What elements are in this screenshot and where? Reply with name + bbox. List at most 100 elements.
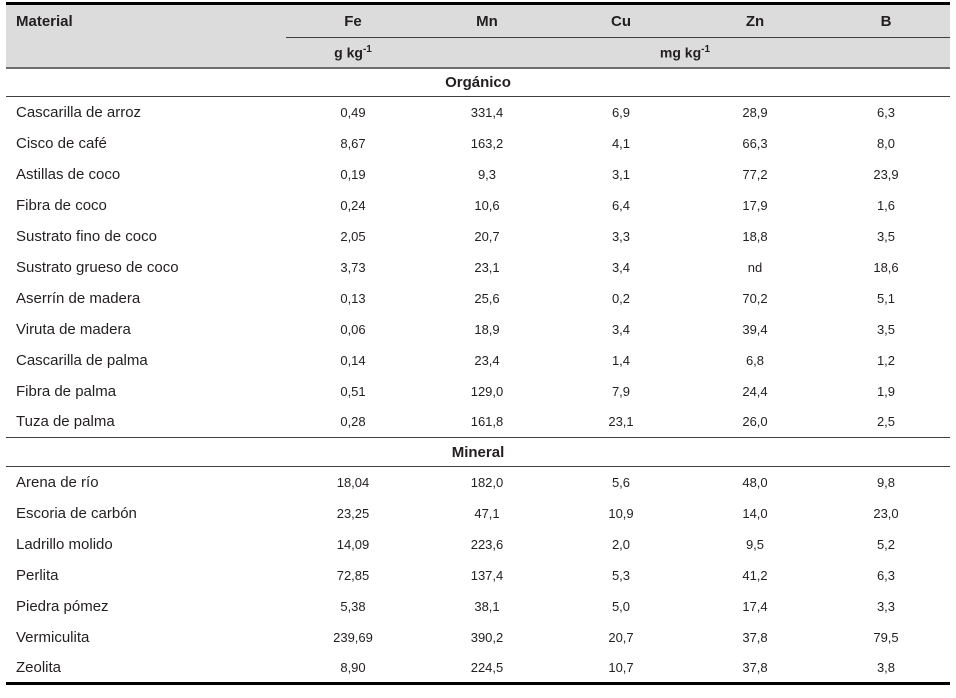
b-value-cell: 5,1 <box>876 290 896 306</box>
material-name-cell: Fibra de palma <box>16 382 117 400</box>
table-body: Orgánico Cascarilla de arroz 0,49 331,4 … <box>6 67 950 684</box>
b-value-cell: 3,8 <box>876 659 896 675</box>
cu-value-cell: 10,9 <box>608 505 634 521</box>
b-value-cell: 1,9 <box>876 383 896 399</box>
fe-value-cell: 0,51 <box>340 383 366 399</box>
mn-value-cell: 23,1 <box>474 259 500 275</box>
fe-value-cell: 0,49 <box>340 104 366 120</box>
mn-value-cell: 137,4 <box>470 567 504 583</box>
zn-value-cell: 17,9 <box>742 197 768 213</box>
cu-value-cell: 20,7 <box>608 629 634 645</box>
b-value-cell: 9,8 <box>876 474 896 490</box>
zn-value-cell: 77,2 <box>742 166 768 182</box>
table-row: Cisco de café 8,67 163,2 4,1 66,3 8,0 <box>6 128 950 159</box>
zn-value-cell: 48,0 <box>742 474 768 490</box>
material-name-cell: Escoria de carbón <box>16 504 137 522</box>
fe-value-cell: 0,28 <box>340 414 366 430</box>
mn-value-cell: 20,7 <box>474 228 500 244</box>
unit-exponent: -1 <box>362 43 372 55</box>
mn-value-cell: 25,6 <box>474 290 500 306</box>
mn-value-cell: 129,0 <box>470 383 504 399</box>
table-row: Sustrato fino de coco 2,05 20,7 3,3 18,8… <box>6 221 950 252</box>
table-row: Perlita 72,85 137,4 5,3 41,2 6,3 <box>6 560 950 591</box>
material-name-cell: Fibra de coco <box>16 196 107 214</box>
mn-value-cell: 47,1 <box>474 505 500 521</box>
mn-value-cell: 163,2 <box>470 135 504 151</box>
fe-value-cell: 0,13 <box>340 290 366 306</box>
b-value-cell: 1,6 <box>876 197 896 213</box>
table-row: Cascarilla de palma 0,14 23,4 1,4 6,8 1,… <box>6 345 950 376</box>
table-row: Astillas de coco 0,19 9,3 3,1 77,2 23,9 <box>6 159 950 190</box>
material-name-cell: Sustrato grueso de coco <box>16 258 179 276</box>
mn-value-cell: 223,6 <box>470 536 504 552</box>
cu-value-cell: 3,3 <box>611 228 631 244</box>
zn-value-cell: 26,0 <box>742 414 768 430</box>
table-row: Viruta de madera 0,06 18,9 3,4 39,4 3,5 <box>6 314 950 345</box>
material-name-cell: Tuza de palma <box>16 413 115 431</box>
cu-value-cell: 5,6 <box>611 474 631 490</box>
material-name-cell: Arena de río <box>16 473 99 491</box>
unit-label-g-kg: g kg-1 <box>286 37 420 68</box>
cu-value-cell: 1,4 <box>611 352 631 368</box>
column-header-zn: Zn <box>688 3 822 38</box>
mn-value-cell: 10,6 <box>474 197 500 213</box>
cu-value-cell: 3,4 <box>611 321 631 337</box>
column-header-cu: Cu <box>554 3 688 38</box>
column-header-mn: Mn <box>420 3 554 38</box>
b-value-cell: 5,2 <box>876 536 896 552</box>
table-row: Sustrato grueso de coco 3,73 23,1 3,4 nd… <box>6 252 950 283</box>
b-value-cell: 79,5 <box>873 629 899 645</box>
cu-value-cell: 7,9 <box>611 383 631 399</box>
table-row: Piedra pómez 5,38 38,1 5,0 17,4 3,3 <box>6 591 950 622</box>
fe-value-cell: 0,24 <box>340 197 366 213</box>
mn-value-cell: 18,9 <box>474 321 500 337</box>
fe-value-cell: 23,25 <box>336 505 370 521</box>
micronutrient-content-table: Material Fe Mn Cu Zn B g kg-1 mg kg-1 Or… <box>6 2 950 685</box>
zn-value-cell: 28,9 <box>742 104 768 120</box>
mn-value-cell: 161,8 <box>470 414 504 430</box>
material-name-cell: Perlita <box>16 566 59 584</box>
cu-value-cell: 2,0 <box>611 536 631 552</box>
unit-label-mg-kg: mg kg-1 <box>420 37 950 68</box>
cu-value-cell: 3,1 <box>611 166 631 182</box>
fe-value-cell: 14,09 <box>336 536 370 552</box>
zn-value-cell: 66,3 <box>742 135 768 151</box>
cu-value-cell: 0,2 <box>611 290 631 306</box>
mn-value-cell: 38,1 <box>474 598 500 614</box>
material-name-cell: Vermiculita <box>16 628 90 646</box>
table-row: Fibra de palma 0,51 129,0 7,9 24,4 1,9 <box>6 376 950 407</box>
zn-value-cell: 37,8 <box>742 659 768 675</box>
mn-value-cell: 390,2 <box>470 629 504 645</box>
b-value-cell: 3,5 <box>876 228 896 244</box>
table-header: Material Fe Mn Cu Zn B g kg-1 mg kg-1 <box>6 3 950 68</box>
b-value-cell: 23,0 <box>873 505 899 521</box>
zn-value-cell: nd <box>747 259 763 275</box>
material-name-cell: Aserrín de madera <box>16 289 141 307</box>
mn-value-cell: 331,4 <box>470 104 504 120</box>
cu-value-cell: 6,9 <box>611 104 631 120</box>
zn-value-cell: 18,8 <box>742 228 768 244</box>
b-value-cell: 1,2 <box>876 352 896 368</box>
unit-exponent: -1 <box>701 43 711 55</box>
table-row: Vermiculita 239,69 390,2 20,7 37,8 79,5 <box>6 622 950 653</box>
mn-value-cell: 9,3 <box>477 166 497 182</box>
material-name-cell: Viruta de madera <box>16 320 131 338</box>
column-header-fe: Fe <box>286 3 420 38</box>
table-row: Fibra de coco 0,24 10,6 6,4 17,9 1,6 <box>6 190 950 221</box>
cu-value-cell: 5,0 <box>611 598 631 614</box>
material-name-cell: Sustrato fino de coco <box>16 227 157 245</box>
cu-value-cell: 5,3 <box>611 567 631 583</box>
zn-value-cell: 37,8 <box>742 629 768 645</box>
fe-value-cell: 5,38 <box>340 598 366 614</box>
fe-value-cell: 8,67 <box>340 135 366 151</box>
column-header-material: Material <box>6 3 286 68</box>
b-value-cell: 3,3 <box>876 598 896 614</box>
b-value-cell: 8,0 <box>876 135 896 151</box>
zn-value-cell: 6,8 <box>745 352 765 368</box>
table-row: Escoria de carbón 23,25 47,1 10,9 14,0 2… <box>6 498 950 529</box>
table-row: Arena de río 18,04 182,0 5,6 48,0 9,8 <box>6 467 950 498</box>
table-row: Zeolita 8,90 224,5 10,7 37,8 3,8 <box>6 653 950 684</box>
cu-value-cell: 23,1 <box>608 414 634 430</box>
cu-value-cell: 4,1 <box>611 135 631 151</box>
